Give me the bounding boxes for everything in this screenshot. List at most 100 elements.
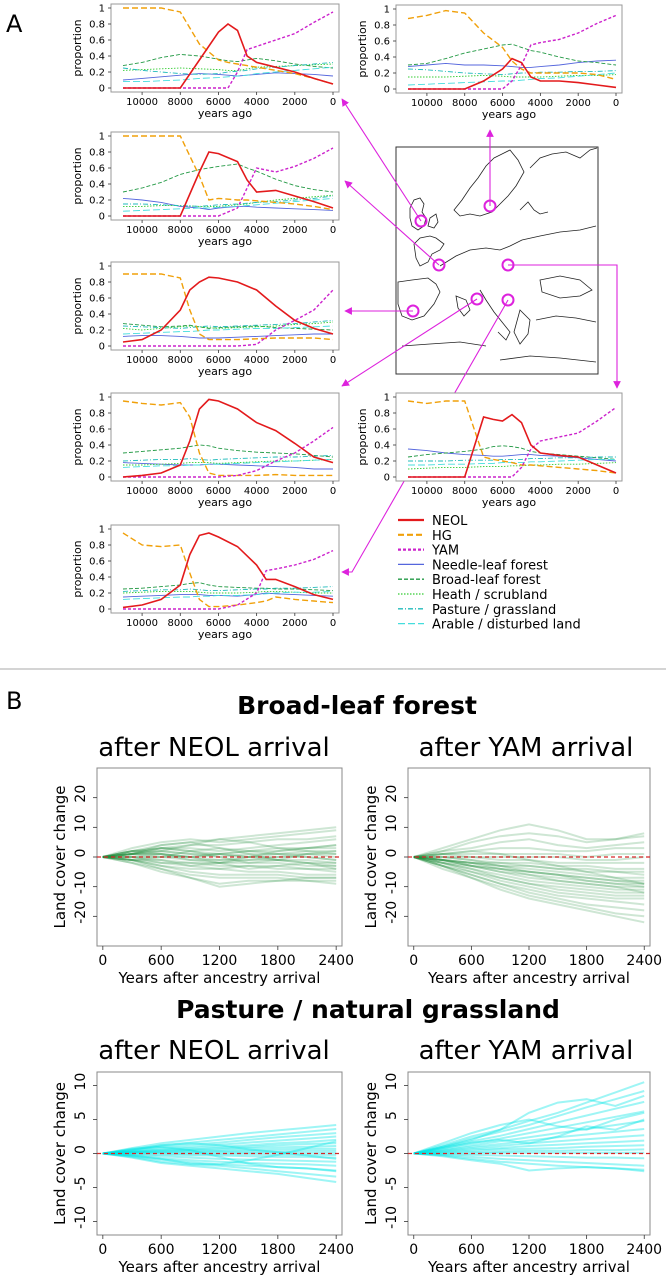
series-yam [123, 549, 334, 610]
trajectory-line [413, 1094, 645, 1155]
x-tick-label: 4000 [528, 98, 553, 109]
trajectory-line [413, 856, 645, 879]
y-tick-label: -5 [73, 1176, 89, 1190]
trajectory-line [413, 1081, 645, 1155]
x-tick-label: 6000 [206, 225, 231, 236]
trajectory-line [413, 838, 645, 858]
y-tick-label: 0.6 [89, 164, 105, 175]
x-tick-label: 10000 [126, 225, 158, 236]
x-tick-label: 2000 [282, 355, 307, 366]
y-tick-label: 0.6 [89, 425, 105, 436]
x-tick-label: 0 [330, 225, 336, 236]
trajectory-line [102, 1152, 337, 1159]
location-marker [470, 292, 484, 306]
series-yam [123, 426, 334, 478]
trajectory-line [413, 847, 645, 858]
y-tick-label: 10 [73, 1073, 89, 1091]
series-broad-leaf-forest [122, 163, 334, 193]
trajectory-line [102, 856, 337, 882]
x-tick-label: 600 [148, 953, 175, 969]
y-tick-label: 1 [99, 132, 105, 143]
series-neol [408, 57, 617, 90]
x-tick-label: 10000 [411, 98, 443, 109]
series-arable-disturbed-land [122, 458, 334, 468]
legend-label-arable-disturbed-land: Arable / disturbed land [432, 618, 581, 633]
trajectory-line [413, 1144, 645, 1155]
x-tick-label: 6000 [490, 486, 515, 497]
trajectory-line [102, 847, 337, 867]
x-tick-label: 0 [613, 486, 619, 497]
x-tick-label: 2000 [565, 486, 590, 497]
y-tick-label: 0.8 [374, 409, 390, 420]
trajectory-line [102, 829, 337, 858]
series-heath-scrubland [123, 458, 334, 466]
y-axis-label: proportion [71, 540, 84, 597]
plot-frame [110, 3, 340, 93]
series-hg [407, 400, 617, 474]
x-tick-label: 6000 [206, 355, 231, 366]
y-tick-label: 0 [384, 1145, 400, 1154]
map-frame [395, 146, 599, 375]
trajectory-line [413, 856, 645, 876]
trajectory-line [102, 1152, 337, 1172]
trajectory-line [413, 856, 645, 924]
x-tick-label: 1200 [511, 953, 547, 969]
x-tick-label: 1800 [260, 953, 296, 969]
y-tick-label: 0.4 [374, 441, 390, 452]
x-tick-label: 2000 [282, 97, 307, 108]
y-tick-label: 1 [99, 393, 105, 404]
x-tick-label: 2400 [318, 1242, 354, 1258]
legend-label-yam: YAM [431, 544, 459, 559]
trajectory-line [102, 856, 337, 870]
y-axis-label: Land cover change [51, 785, 69, 928]
y-tick-label: 0.4 [89, 310, 105, 321]
trajectory-line [413, 1090, 645, 1155]
trajectory-line [102, 856, 337, 873]
trajectory-line [413, 856, 645, 912]
trajectory-line [413, 832, 645, 858]
series-arable-disturbed-land [122, 590, 334, 600]
trajectory-line [102, 852, 337, 862]
connector-arrows [341, 98, 621, 576]
location-marker [501, 258, 515, 272]
legend-label-broad-leaf-forest: Broad-leaf forest [432, 573, 541, 588]
series-hg [123, 7, 334, 85]
location-marker [483, 199, 497, 213]
x-tick-label: 1200 [202, 953, 238, 969]
y-tick-label: 0 [73, 1145, 89, 1154]
y-tick-label: 5 [384, 1111, 400, 1120]
x-tick-label: 1800 [569, 953, 605, 969]
x-tick-label: 0 [98, 953, 107, 969]
trajectory-line [413, 1139, 645, 1155]
y-tick-label: 0.8 [89, 20, 105, 31]
trajectory-line [413, 856, 645, 885]
x-axis-label: years ago [482, 108, 536, 121]
trajectory-line [102, 1140, 337, 1166]
trajectory-line [102, 850, 337, 870]
y-tick-label: 0.2 [374, 69, 390, 80]
trajectory-line [102, 856, 337, 888]
series-hg [123, 273, 334, 341]
trajectory-line [102, 847, 337, 859]
subplot-title-b1: after NEOL arrival [98, 733, 330, 763]
panel-label-b: B [6, 687, 22, 715]
trajectory-line [102, 852, 337, 859]
trajectory-line [413, 1134, 645, 1155]
trajectory-line [413, 856, 645, 900]
series-pasture-grassland [122, 454, 334, 462]
series-neol [123, 22, 334, 89]
y-tick-label: 1 [99, 262, 105, 273]
location-marker [432, 258, 446, 272]
europe-map [395, 146, 599, 375]
x-tick-label: 2000 [282, 618, 307, 629]
x-tick-label: 10000 [126, 486, 158, 497]
trajectory-line [413, 856, 645, 888]
x-tick-label: 0 [613, 98, 619, 109]
subplot-title-b2: after YAM arrival [419, 733, 634, 763]
x-tick-label: 4000 [244, 618, 269, 629]
trajectory-line [413, 856, 645, 888]
x-tick-label: 2000 [565, 98, 590, 109]
trajectory-line [413, 1128, 645, 1155]
